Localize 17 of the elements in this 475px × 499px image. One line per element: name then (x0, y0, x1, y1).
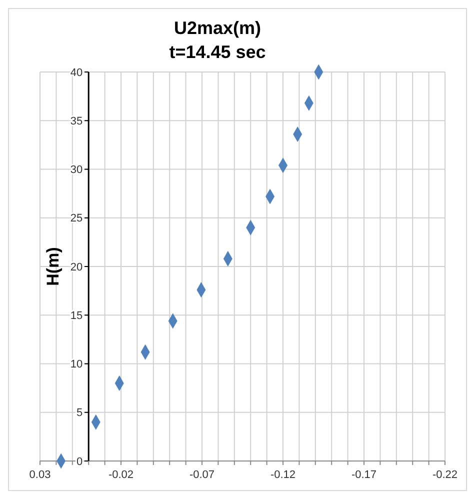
x-tick-label: -0.07 (189, 469, 215, 481)
x-tick-label: -0.17 (351, 469, 377, 481)
y-tick-label: 10 (70, 358, 83, 371)
y-tick-label: 30 (70, 164, 83, 176)
y-tick-label: 15 (70, 310, 83, 322)
x-tick-label: -0.02 (108, 469, 134, 481)
y-axis-title: H(m) (44, 247, 63, 286)
y-tick-label: 25 (70, 212, 83, 225)
y-tick-label: 40 (70, 66, 83, 79)
x-tick-label: -0.22 (432, 469, 458, 481)
y-tick-label: 5 (76, 407, 83, 420)
chart-subtitle: t=14.45 sec (169, 42, 266, 62)
y-tick-label: 35 (70, 115, 83, 128)
chart-title: U2max(m) (174, 18, 262, 38)
x-tick-label: 0.03 (29, 469, 51, 481)
x-tick-label: -0.12 (270, 469, 296, 481)
y-tick-label: 20 (70, 261, 83, 274)
